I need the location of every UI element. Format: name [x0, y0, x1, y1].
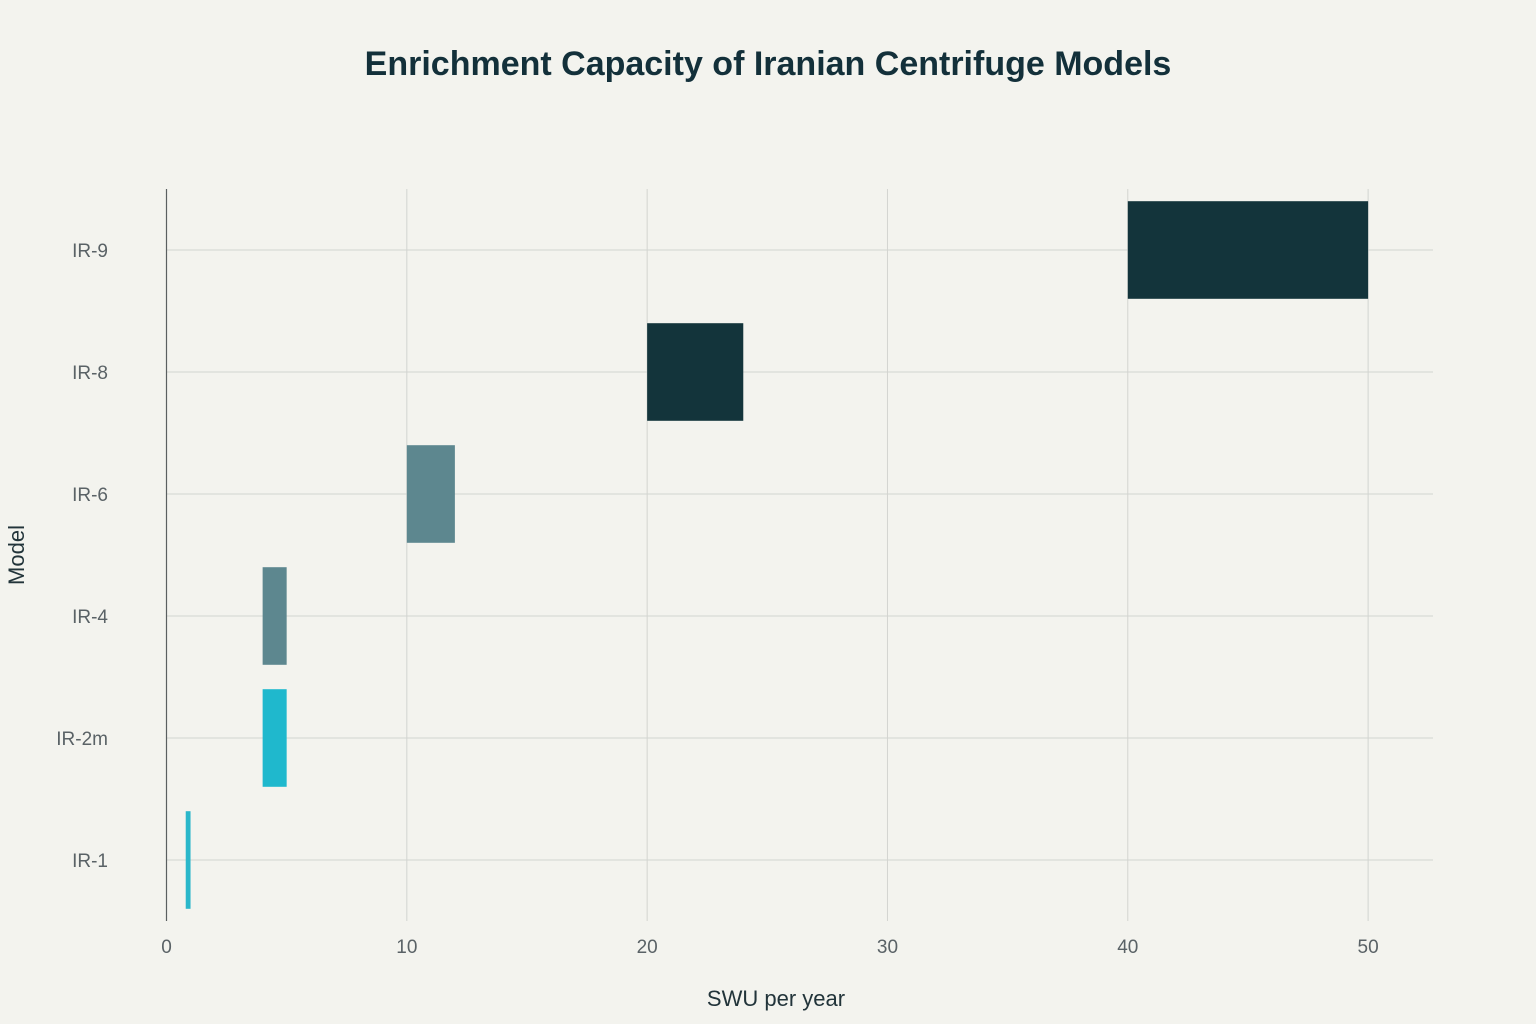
x-tick-label: 0: [161, 937, 172, 958]
y-axis-title: Model: [4, 525, 29, 585]
grid-layer: [166, 189, 1433, 921]
bar-ir-9[interactable]: [1127, 201, 1369, 299]
x-axis-title: SWU per year: [707, 986, 845, 1011]
y-tick-label-ir-2m: IR-2m: [56, 729, 108, 750]
x-tick-label: 50: [1358, 937, 1379, 958]
bar-ir-6[interactable]: [406, 445, 455, 543]
x-tick-label: 30: [877, 937, 898, 958]
y-tick-label-ir-4: IR-4: [72, 607, 108, 628]
chart-title: Enrichment Capacity of Iranian Centrifug…: [365, 45, 1172, 83]
y-tick-label-ir-6: IR-6: [72, 485, 108, 506]
x-tick-label: 10: [396, 937, 417, 958]
x-tick-label: 20: [637, 937, 658, 958]
bar-ir-2m[interactable]: [262, 689, 287, 787]
axis-layer: 0 10 20 30 40 50 IR-1 IR-2m IR-4 IR-6 IR-8 IR-9: [56, 189, 1379, 958]
y-tick-label-ir-8: IR-8: [72, 363, 108, 384]
y-tick-label-ir-1: IR-1: [72, 851, 108, 872]
y-tick-label-ir-9: IR-9: [72, 241, 108, 262]
bars-layer: [185, 201, 1369, 909]
bar-ir-1[interactable]: [185, 811, 191, 909]
bar-ir-8[interactable]: [647, 323, 744, 421]
bar-ir-4[interactable]: [262, 567, 287, 665]
x-tick-label: 40: [1117, 937, 1138, 958]
